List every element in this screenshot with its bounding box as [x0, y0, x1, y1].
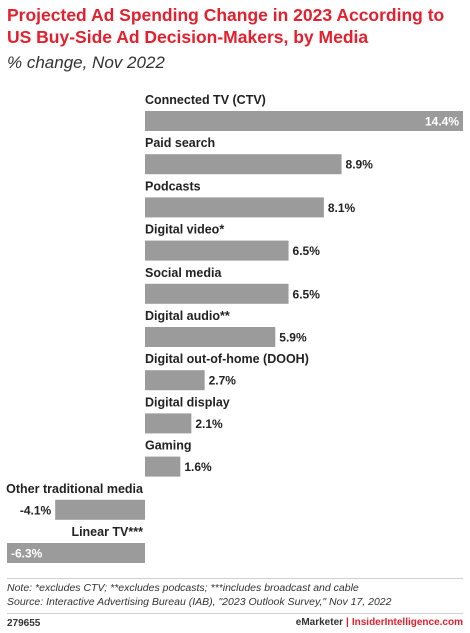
brand-separator: |: [346, 617, 349, 628]
category-label-social-media: Social media: [145, 266, 222, 280]
footer-divider-top: [7, 578, 463, 579]
bar-paid-search: [145, 154, 342, 175]
brand-emarketer: eMarketer: [295, 617, 344, 628]
chart-id: 279655: [7, 618, 41, 629]
bar-linear-tv: [7, 543, 145, 563]
bar-digital-audio: [145, 327, 276, 347]
bar-digital-display: [145, 413, 192, 434]
value-label-digital-out-of-home-dooh: 2.7%: [209, 374, 237, 388]
bar-digital-out-of-home-dooh: [145, 370, 205, 391]
bar-chart: Connected TV (CTV) 14.4% Paid search 8.9% Po…: [6, 93, 463, 563]
value-label-digital-display: 2.1%: [195, 417, 223, 431]
bar-connected-tv-ctv: [145, 111, 463, 131]
value-label-digital-audio: 5.9%: [279, 331, 307, 345]
footer-divider-bottom: [7, 613, 463, 614]
category-label-linear-tv: Linear TV***: [71, 525, 143, 539]
source-note: Source: Interactive Advertising Bureau (…: [7, 596, 392, 608]
category-label-other-traditional-media: Other traditional media: [6, 482, 144, 496]
bar-social-media: [145, 283, 289, 304]
value-label-digital-video: 6.5%: [293, 244, 321, 258]
chart-title: Projected Ad Spending Change in 2023 Acc…: [7, 5, 445, 47]
brand-logo: eMarketer | InsiderIntelligence.com: [296, 617, 463, 628]
category-label-paid-search: Paid search: [145, 136, 215, 150]
category-label-digital-video: Digital video*: [145, 223, 224, 237]
category-label-digital-audio: Digital audio**: [145, 309, 230, 323]
bar-digital-video: [145, 240, 289, 261]
category-label-digital-display: Digital display: [145, 395, 230, 409]
chart-subtitle: % change, Nov 2022: [7, 53, 165, 72]
category-label-gaming: Gaming: [145, 439, 192, 453]
category-label-digital-out-of-home-dooh: Digital out-of-home (DOOH): [145, 352, 309, 366]
value-label-social-media: 6.5%: [293, 287, 321, 301]
value-label-paid-search: 8.9%: [346, 158, 374, 172]
bar-podcasts: [145, 197, 324, 218]
value-label-connected-tv-ctv: 14.4%: [425, 115, 459, 129]
value-label-gaming: 1.6%: [184, 460, 212, 474]
footnote: Note: *excludes CTV; **excludes podcasts…: [7, 582, 359, 594]
value-label-linear-tv: -6.3%: [11, 547, 43, 561]
bar-gaming: [145, 456, 181, 477]
category-label-podcasts: Podcasts: [145, 179, 201, 193]
brand-insider-intelligence: InsiderIntelligence.com: [351, 617, 463, 628]
category-label-connected-tv-ctv: Connected TV (CTV): [145, 93, 266, 107]
value-label-podcasts: 8.1%: [328, 201, 356, 215]
value-label-other-traditional-media: -4.1%: [20, 503, 52, 517]
bar-other-traditional-media: [55, 499, 145, 520]
